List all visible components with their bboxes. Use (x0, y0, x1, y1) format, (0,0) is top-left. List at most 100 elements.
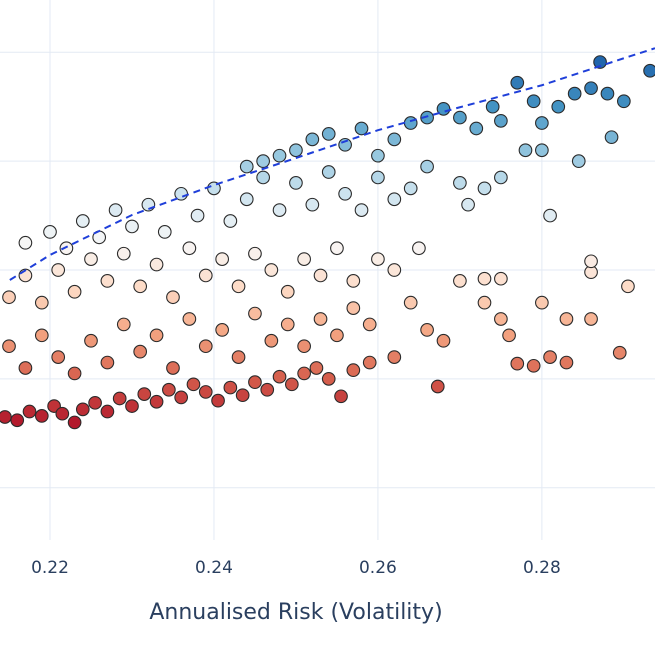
scatter-point (280, 317, 295, 332)
scatter-point (211, 393, 225, 408)
scatter-point (593, 55, 607, 69)
scatter-point (166, 361, 180, 375)
scatter-point (477, 181, 492, 196)
scatter-point (338, 186, 352, 201)
scatter-point (387, 132, 402, 147)
scatter-point (354, 203, 369, 217)
scatter-point (321, 127, 336, 141)
scatter-point (43, 225, 57, 239)
scatter-point (88, 395, 102, 410)
scatter-point (284, 377, 299, 392)
scatter-point (198, 385, 213, 399)
scatter-point (248, 375, 262, 389)
x-axis-title: Annualised Risk (Volatility) (149, 600, 442, 625)
scatter-point (494, 312, 508, 326)
scatter-point (526, 94, 541, 109)
scatter-point (84, 333, 98, 348)
scatter-point (34, 328, 49, 343)
scatter-point (289, 143, 303, 158)
scatter-point (494, 113, 508, 128)
scatter-point (149, 394, 164, 409)
axis-labels: 0.22 0.24 0.26 0.28 (31, 558, 561, 578)
scatter-point (149, 257, 164, 272)
scatter-point (346, 301, 361, 315)
scatter-point (420, 110, 434, 125)
scatter-point (403, 295, 418, 310)
scatter-point (330, 328, 344, 343)
scatter-point (75, 402, 90, 417)
scatter-point (469, 121, 484, 136)
x-tick-label: 0.24 (195, 558, 233, 578)
scatter-point (309, 361, 324, 375)
scatter-point (272, 148, 287, 163)
scatter-point (551, 99, 566, 114)
scatter-point (75, 214, 90, 228)
scatter-point (162, 382, 176, 397)
scatter-point (313, 312, 328, 326)
scatter-point (100, 274, 115, 288)
scatter-point (280, 284, 295, 299)
scatter-point (264, 333, 279, 348)
scatter-point (2, 339, 16, 354)
scatter-point (297, 339, 311, 354)
scatter-point (182, 241, 197, 256)
scatter-point (584, 81, 598, 96)
scatter-point (67, 415, 82, 430)
x-tick-label: 0.26 (359, 558, 397, 578)
scatter-point (235, 388, 250, 403)
scatter-point (297, 366, 311, 381)
scatter-point (330, 241, 344, 256)
scatter-point (535, 143, 549, 158)
scatter-point (215, 252, 230, 266)
scatter-point (67, 284, 82, 299)
scatter-point (600, 86, 615, 101)
scatter-point (535, 116, 549, 130)
scatter-point (18, 361, 33, 375)
scatter-point (51, 350, 66, 364)
scatter-point (477, 271, 492, 286)
scatter-point (264, 263, 279, 277)
scatter-point (436, 333, 451, 348)
scatter-point (346, 274, 361, 288)
scatter-point (125, 219, 139, 234)
scatter-point (604, 130, 619, 145)
scatter-point (518, 143, 533, 158)
scatter-point (436, 102, 451, 116)
scatter-point (453, 274, 467, 288)
scatter-point (260, 382, 275, 397)
scatter-point (430, 379, 445, 394)
scatter-point (403, 116, 418, 130)
scatter-point (239, 159, 254, 174)
scatter-point (18, 235, 33, 250)
scatter-point (453, 110, 467, 125)
scatter-point (412, 241, 426, 256)
x-tick-label: 0.28 (523, 558, 561, 578)
scatter-point (84, 252, 98, 266)
scatter-point (502, 328, 516, 343)
scatter-point (612, 345, 627, 360)
scatter-point (362, 355, 377, 370)
scatter-point (67, 366, 82, 381)
scatter-point (543, 350, 557, 364)
scatter-point (297, 252, 311, 266)
scatter-point (34, 409, 49, 423)
scatter-point (215, 323, 230, 337)
scatter-point (248, 306, 262, 321)
scatter-point (477, 295, 492, 310)
scatter-point (223, 380, 238, 395)
scatter-point (321, 372, 336, 386)
scatter-point (223, 214, 238, 228)
scatter-point (100, 355, 115, 370)
scatter-point (231, 279, 246, 294)
scatter-point (59, 241, 74, 256)
scatter-point (198, 268, 213, 283)
scatter-point (0, 410, 12, 424)
scatter-point (334, 389, 348, 404)
scatter-point (387, 263, 402, 277)
scatter-point (186, 377, 201, 392)
scatter-point (141, 197, 156, 212)
scatter-point (559, 355, 574, 370)
scatter-point (272, 203, 287, 217)
scatter-point (621, 279, 635, 294)
scatter-point (346, 363, 361, 378)
